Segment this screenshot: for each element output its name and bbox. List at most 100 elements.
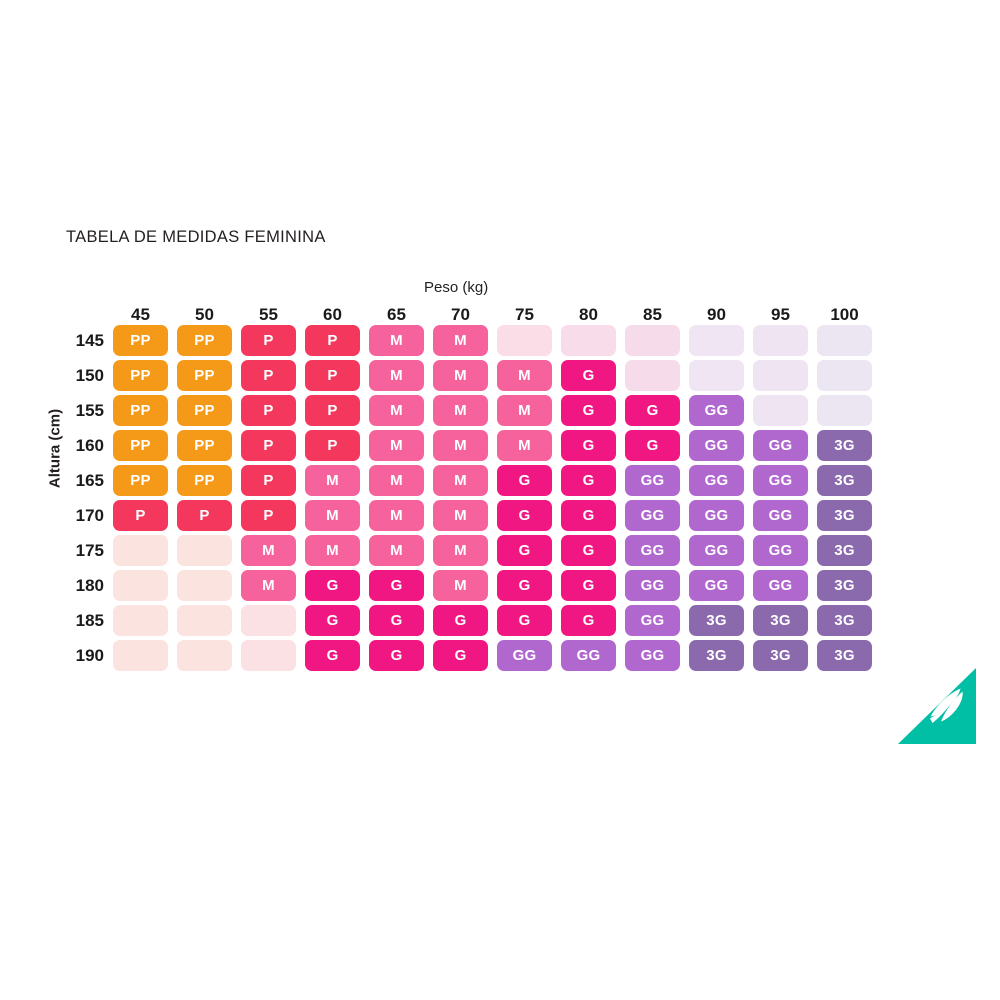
size-cell-3G: 3G: [817, 570, 872, 601]
size-cell-3G: 3G: [817, 605, 872, 636]
page-title: TABELA DE MEDIDAS FEMININA: [66, 228, 326, 246]
grid-row-185: 185 G G G G G GG 3G 3G 3G: [76, 605, 872, 636]
size-cell-empty: [817, 395, 872, 426]
size-cell-M: M: [369, 395, 424, 426]
size-cell-P: P: [241, 500, 296, 531]
grid-row-150: 150 PP PP P P M M M G: [76, 360, 872, 391]
size-cell-GG: GG: [689, 430, 744, 461]
size-cell-G: G: [561, 430, 616, 461]
size-cell-M: M: [305, 500, 360, 531]
size-cell-empty: [753, 325, 808, 356]
grid-row-165: 165 PP PP P M M M G G GG GG GG 3G: [76, 465, 872, 496]
size-cell-GG: GG: [753, 500, 808, 531]
size-cell-empty: [177, 570, 232, 601]
size-cell-G: G: [561, 570, 616, 601]
size-cell-M: M: [369, 465, 424, 496]
size-cell-GG: GG: [561, 640, 616, 671]
size-cell-PP: PP: [113, 430, 168, 461]
size-cell-GG: GG: [753, 465, 808, 496]
size-cell-PP: PP: [113, 465, 168, 496]
size-cell-3G: 3G: [753, 605, 808, 636]
size-cell-P: P: [241, 325, 296, 356]
size-cell-empty: [817, 325, 872, 356]
column-header-row: 45 50 55 60 65 70 75 80 85 90 95 100: [113, 295, 872, 325]
size-cell-empty: [561, 325, 616, 356]
column-header-70: 70: [451, 305, 470, 324]
size-cell-PP: PP: [177, 325, 232, 356]
size-cell-M: M: [433, 325, 488, 356]
size-cell-P: P: [305, 360, 360, 391]
size-cell-G: G: [369, 640, 424, 671]
column-header-90: 90: [707, 305, 726, 324]
size-cell-empty: [817, 360, 872, 391]
size-cell-G: G: [561, 605, 616, 636]
size-cell-3G: 3G: [817, 640, 872, 671]
size-cell-M: M: [241, 535, 296, 566]
row-header-190: 190: [75, 646, 104, 665]
size-cell-empty: [177, 535, 232, 566]
size-cell-P: P: [305, 430, 360, 461]
size-cell-M: M: [433, 535, 488, 566]
size-cell-GG: GG: [689, 465, 744, 496]
size-cell-P: P: [113, 500, 168, 531]
row-header-175: 175: [75, 541, 104, 560]
size-cell-G: G: [561, 500, 616, 531]
size-cell-GG: GG: [753, 570, 808, 601]
column-header-85: 85: [643, 305, 662, 324]
size-cell-M: M: [433, 395, 488, 426]
size-cell-G: G: [561, 395, 616, 426]
size-cell-GG: GG: [625, 640, 680, 671]
size-cell-G: G: [561, 465, 616, 496]
row-header-165: 165: [75, 471, 104, 490]
size-cell-3G: 3G: [817, 465, 872, 496]
size-cell-G: G: [561, 535, 616, 566]
size-cell-GG: GG: [625, 535, 680, 566]
column-header-65: 65: [387, 305, 406, 324]
size-cell-P: P: [241, 465, 296, 496]
size-cell-G: G: [625, 430, 680, 461]
grid-row-175: 175 M M M M G G GG GG GG 3G: [76, 535, 872, 566]
size-cell-empty: [177, 605, 232, 636]
size-cell-GG: GG: [689, 395, 744, 426]
column-header-55: 55: [259, 305, 278, 324]
size-cell-empty: [113, 535, 168, 566]
size-cell-G: G: [305, 640, 360, 671]
size-cell-empty: [241, 605, 296, 636]
size-cell-3G: 3G: [817, 430, 872, 461]
column-header-50: 50: [195, 305, 214, 324]
row-header-155: 155: [75, 401, 104, 420]
size-cell-3G: 3G: [753, 640, 808, 671]
size-cell-M: M: [241, 570, 296, 601]
size-grid: 45 50 55 60 65 70 75 80 85 90 95 100 145 PP PP P P M M 150…: [76, 295, 872, 671]
size-cell-G: G: [625, 395, 680, 426]
size-cell-P: P: [305, 395, 360, 426]
size-cell-empty: [113, 605, 168, 636]
row-header-145: 145: [75, 331, 104, 350]
size-cell-M: M: [433, 570, 488, 601]
row-header-170: 170: [75, 506, 104, 525]
size-cell-empty: [241, 640, 296, 671]
column-header-45: 45: [131, 305, 150, 324]
size-cell-empty: [753, 360, 808, 391]
size-cell-G: G: [305, 570, 360, 601]
size-cell-M: M: [369, 325, 424, 356]
size-cell-empty: [625, 360, 680, 391]
size-cell-GG: GG: [753, 535, 808, 566]
grid-body: 145 PP PP P P M M 150 PP PP P P M M M G 155 PP PP P P M M M G G GG…: [76, 325, 872, 671]
size-cell-PP: PP: [113, 395, 168, 426]
size-cell-M: M: [497, 395, 552, 426]
size-cell-GG: GG: [625, 500, 680, 531]
size-cell-GG: GG: [689, 535, 744, 566]
size-cell-P: P: [241, 360, 296, 391]
size-cell-3G: 3G: [689, 605, 744, 636]
size-cell-M: M: [433, 430, 488, 461]
grid-row-160: 160 PP PP P P M M M G G GG GG 3G: [76, 430, 872, 461]
column-header-95: 95: [771, 305, 790, 324]
size-cell-G: G: [369, 605, 424, 636]
size-cell-M: M: [433, 500, 488, 531]
row-header-185: 185: [75, 611, 104, 630]
size-cell-M: M: [369, 535, 424, 566]
size-cell-P: P: [241, 430, 296, 461]
size-cell-P: P: [305, 325, 360, 356]
size-cell-M: M: [305, 465, 360, 496]
